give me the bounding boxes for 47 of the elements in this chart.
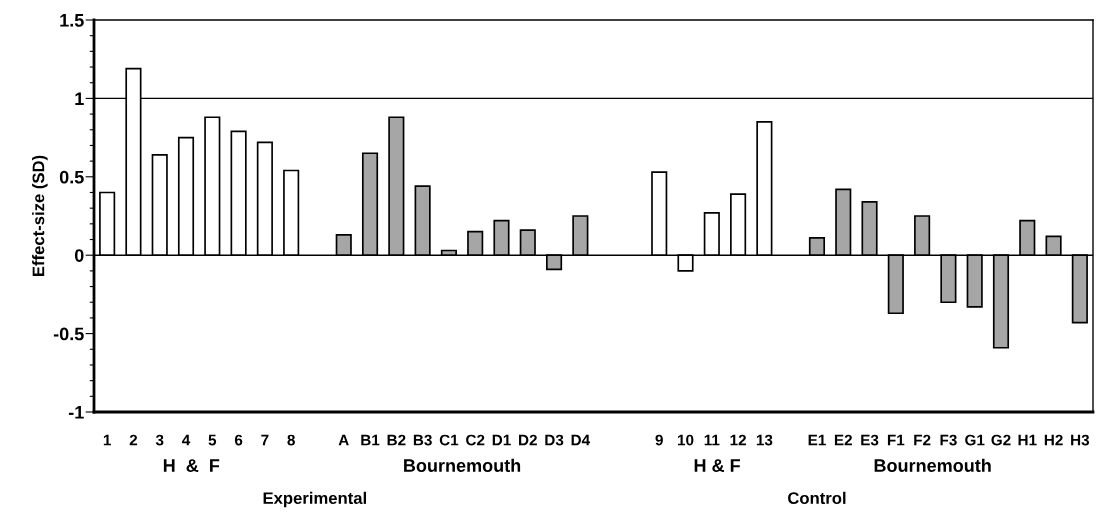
x-tick-label: 3 bbox=[155, 434, 164, 446]
x-tick-label: H3 bbox=[1071, 434, 1090, 446]
x-tick-label: 12 bbox=[730, 434, 746, 446]
y-tick-label: -0.5 bbox=[53, 327, 84, 341]
x-tick-label: G1 bbox=[965, 434, 985, 446]
x-tick-label: 9 bbox=[655, 434, 663, 446]
x-tick-label: 10 bbox=[677, 434, 694, 446]
text: Control bbox=[788, 491, 846, 505]
x-tick-label: F1 bbox=[887, 434, 905, 446]
x-tick-label: D1 bbox=[492, 434, 511, 446]
x-tick-label: D3 bbox=[545, 434, 564, 446]
x-tick-label: F2 bbox=[914, 434, 931, 446]
x-tick-label: C2 bbox=[466, 434, 485, 446]
x-tick-label: E2 bbox=[834, 434, 852, 446]
text: Bournemouth bbox=[874, 458, 991, 472]
y-tick-label: 0 bbox=[74, 249, 84, 262]
x-tick-label: A bbox=[338, 434, 349, 446]
y-tick-label: -1 bbox=[68, 406, 84, 419]
x-tick-label: F3 bbox=[940, 434, 957, 446]
text: H & F bbox=[694, 459, 740, 472]
x-tick-label: B2 bbox=[387, 434, 406, 446]
x-tick-label: 7 bbox=[261, 434, 269, 446]
x-tick-label: G2 bbox=[991, 434, 1011, 446]
x-tick-label: 4 bbox=[182, 434, 191, 446]
x-tick-label: 1 bbox=[103, 434, 111, 446]
x-tick-label: 2 bbox=[129, 434, 138, 446]
x-tick-label: 13 bbox=[756, 434, 773, 446]
y-tick-label: 0.5 bbox=[59, 170, 84, 184]
x-tick-label: H2 bbox=[1044, 434, 1063, 446]
x-tick-label: C1 bbox=[439, 434, 459, 446]
x-tick-label: E1 bbox=[808, 434, 826, 446]
text: Bournemouth bbox=[404, 458, 521, 472]
x-tick-label: 5 bbox=[208, 434, 217, 446]
y-tick-label: 1 bbox=[75, 92, 84, 105]
x-tick-label: 8 bbox=[287, 434, 295, 446]
x-tick-label: 6 bbox=[234, 434, 243, 446]
x-tick-label: 11 bbox=[704, 434, 720, 446]
x-tick-label: D2 bbox=[519, 434, 537, 446]
x-tick-label: B1 bbox=[361, 434, 380, 446]
text: H & F bbox=[163, 459, 220, 472]
x-tick-label: D4 bbox=[571, 434, 591, 446]
x-tick-label: H1 bbox=[1018, 434, 1037, 446]
x-tick-label: B3 bbox=[413, 434, 432, 446]
y-axis-title: Effect-size (SD) bbox=[32, 155, 48, 276]
text: Experimental bbox=[263, 491, 366, 508]
y-tick-label: 1.5 bbox=[60, 14, 84, 27]
x-tick-label: E3 bbox=[861, 434, 879, 446]
